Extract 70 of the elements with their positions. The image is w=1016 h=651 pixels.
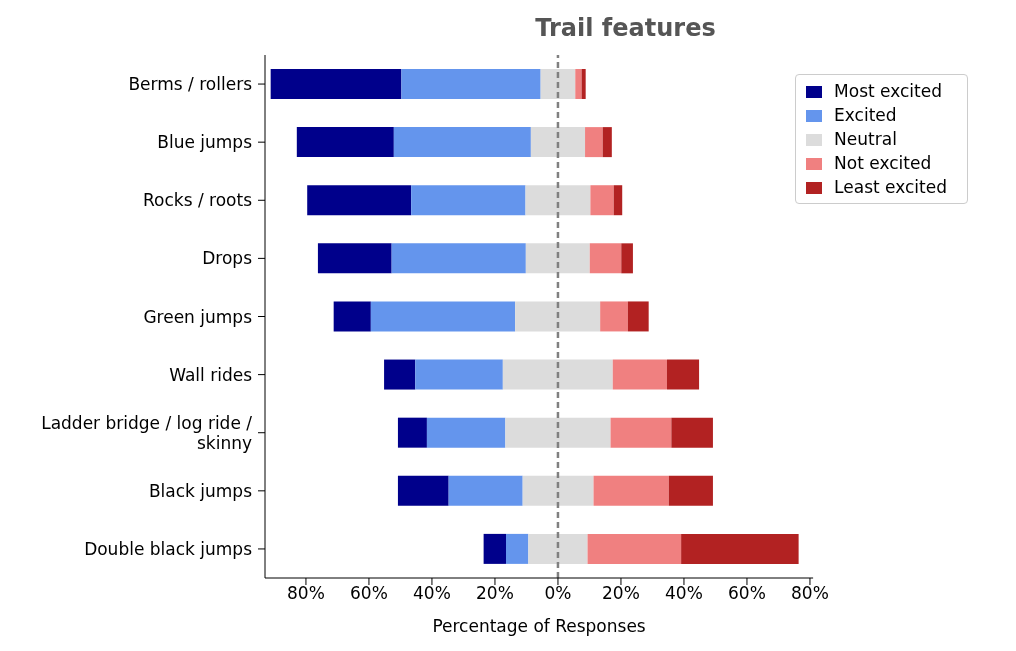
bar (668, 475, 713, 506)
bar (593, 475, 669, 506)
bar (502, 359, 613, 390)
bar (397, 417, 427, 448)
bar (612, 359, 667, 390)
x-tick-label: 60% (350, 583, 388, 604)
bar (401, 69, 541, 99)
bar (585, 127, 603, 158)
bar (448, 475, 523, 506)
y-tick-label: Double black jumps (84, 538, 253, 559)
bar (589, 243, 622, 274)
bar (621, 243, 633, 274)
legend-label: Not excited (834, 153, 932, 173)
bar (426, 417, 506, 448)
y-tick-label: Drops (202, 248, 253, 269)
bar (397, 475, 449, 506)
y-tick-label: Wall rides (169, 364, 253, 385)
bar (587, 533, 682, 564)
bar (666, 359, 700, 390)
bar (671, 417, 713, 448)
bar (270, 69, 402, 99)
bar (317, 243, 392, 274)
bar (530, 127, 586, 158)
bar (581, 69, 586, 99)
y-tick-label: Ladder bridge / log ride / skinny (41, 412, 253, 453)
bar (610, 417, 672, 448)
x-tick-label: 80% (791, 583, 829, 604)
x-tick-label: 40% (413, 583, 451, 604)
bar (528, 533, 588, 564)
legend-label: Least excited (834, 177, 947, 197)
bar (515, 301, 601, 332)
bar (627, 301, 649, 332)
bar (602, 127, 612, 158)
bar (393, 127, 531, 158)
bar (333, 301, 371, 332)
bar (600, 301, 628, 332)
x-tick-label: 60% (728, 583, 766, 604)
bar (540, 69, 576, 99)
bar (370, 301, 516, 332)
bar (296, 127, 394, 158)
x-tick-label: 20% (602, 583, 640, 604)
x-axis-title: Percentage of Responses (432, 616, 646, 636)
chart-title: Trail features (534, 13, 717, 44)
y-tick-label: Black jumps (148, 480, 253, 501)
bar (525, 243, 590, 274)
x-tick-label: 20% (476, 583, 514, 604)
bar (411, 185, 526, 216)
bar (483, 533, 506, 564)
x-tick-label: 40% (665, 583, 703, 604)
bar (525, 185, 591, 216)
bar (681, 533, 799, 564)
x-tick-label: 0% (544, 583, 572, 604)
bar (391, 243, 526, 274)
bar (384, 359, 416, 390)
bar (505, 417, 611, 448)
bar (575, 69, 582, 99)
bar (505, 533, 529, 564)
y-tick-label: Berms / rollers (128, 74, 253, 95)
x-tick-label: 80% (287, 583, 325, 604)
bar (415, 359, 503, 390)
y-tick-label: Green jumps (143, 306, 253, 327)
bar (522, 475, 594, 506)
bar (613, 185, 623, 216)
legend-label: Neutral (834, 129, 897, 149)
bar (307, 185, 412, 216)
y-tick-label: Blue jumps (157, 132, 253, 153)
legend-label: Most excited (834, 81, 943, 101)
legend-label: Excited (834, 105, 897, 125)
y-tick-label: Rocks / roots (143, 190, 253, 211)
bar (590, 185, 614, 216)
